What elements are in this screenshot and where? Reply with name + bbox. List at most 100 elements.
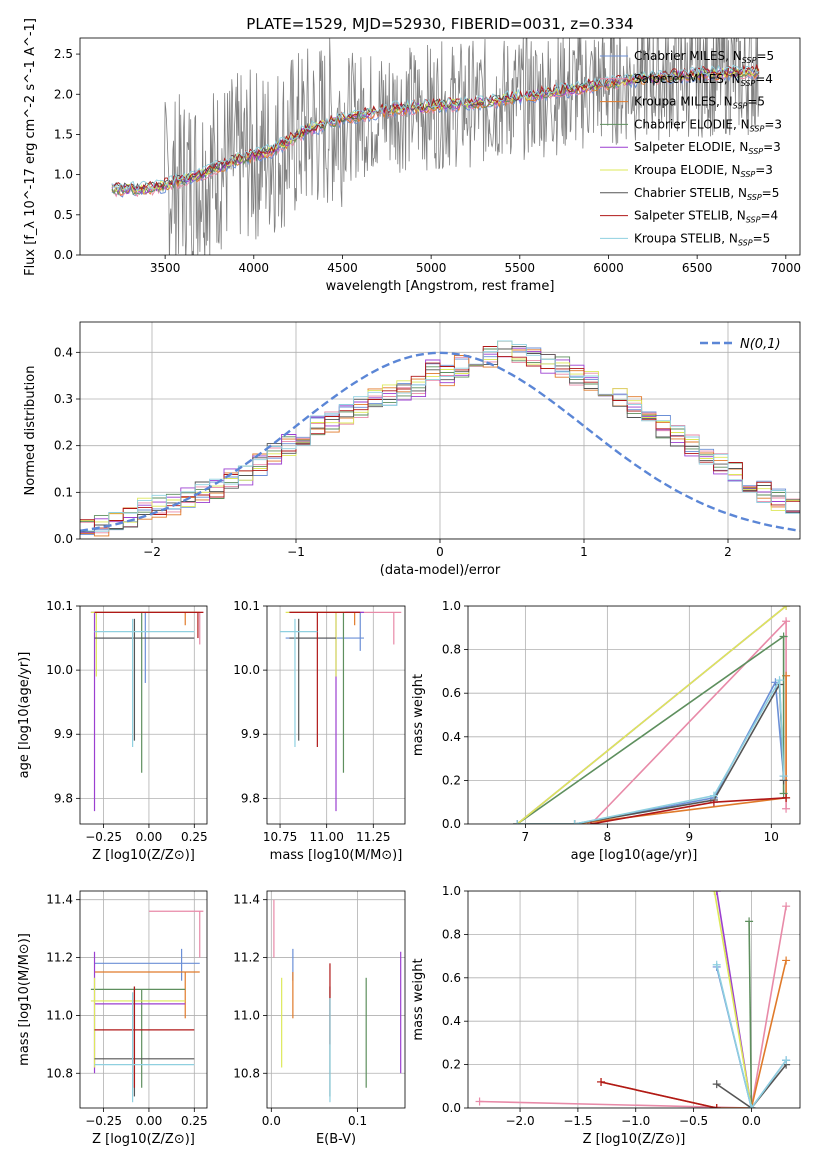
x-tick-label: 0.25 <box>181 830 208 844</box>
axes-frame <box>467 605 801 825</box>
histogram-step <box>80 346 800 529</box>
x-tick-label: −1.0 <box>621 1114 650 1128</box>
legend-label: Salpeter MILES, NSSP=4 <box>634 72 773 88</box>
x-tick-label: −0.25 <box>85 1114 122 1128</box>
y-tick-label: 9.9 <box>241 727 260 741</box>
x-tick-label: 10 <box>764 830 779 844</box>
marker <box>782 1056 791 1065</box>
x-tick-label: 1 <box>580 545 588 559</box>
y-tick-label: 10.0 <box>46 663 73 677</box>
legend-label: Kroupa STELIB, NSSP=5 <box>634 231 770 247</box>
mass-weight-line <box>748 921 753 1108</box>
x-axis-label: (data-model)/error <box>380 563 501 578</box>
model-spectrum-line <box>111 64 760 192</box>
x-tick-label: −0.5 <box>679 1114 708 1128</box>
y-tick-label: 0.1 <box>54 485 73 499</box>
marker <box>712 891 721 895</box>
y-tick-label: 10.1 <box>233 599 260 613</box>
marker <box>782 956 791 965</box>
marker <box>779 632 788 641</box>
y-axis-label: Flux [f_λ 10^-17 erg cm^-2 s^-1 A^-1] <box>23 18 38 276</box>
mass-weight-line <box>517 675 787 824</box>
panel-2: −0.25 0.00 0.25 9.8 9.9 10.0 10.1 Z [log10(Z/Z⊙… <box>17 599 208 863</box>
plot-area <box>267 891 405 1108</box>
x-tick-label: 5000 <box>416 261 447 275</box>
y-tick-label: 11.4 <box>46 893 73 907</box>
marker <box>779 772 788 781</box>
marker <box>710 891 719 895</box>
y-tick-label: 11.0 <box>46 1008 73 1022</box>
histogram-step <box>80 340 800 532</box>
marker <box>712 960 721 969</box>
legend-label: Chabrier MILES, NSSP=5 <box>634 49 774 65</box>
y-tick-label: 0.8 <box>442 927 461 941</box>
mass-weight-line <box>590 619 787 824</box>
x-tick-label: 0.0 <box>262 1114 281 1128</box>
marker <box>709 791 718 800</box>
marker <box>745 917 754 926</box>
x-tick-label: −0.25 <box>85 830 122 844</box>
marker <box>782 617 791 626</box>
panel-6: 0.0 0.1 10.8 11.0 11.2 11.4 E(B-V) <box>233 890 406 1147</box>
y-tick-label: 0.6 <box>442 686 461 700</box>
y-tick-label: 11.0 <box>233 1008 260 1022</box>
y-tick-label: 11.2 <box>46 951 73 965</box>
y-tick-label: 11.2 <box>233 951 260 965</box>
y-tick-label: 0.0 <box>442 1101 461 1115</box>
y-tick-label: 1.0 <box>442 599 461 613</box>
marker <box>570 820 579 824</box>
x-tick-label: 6500 <box>682 261 713 275</box>
normal-curve <box>80 351 800 532</box>
y-tick-label: 10.8 <box>233 1066 260 1080</box>
figure-title: PLATE=1529, MJD=52930, FIBERID=0031, z=0… <box>246 15 633 33</box>
plot-area <box>80 891 207 1108</box>
x-tick-label: −2.0 <box>505 1114 534 1128</box>
mass-weight-line <box>715 964 787 1108</box>
x-tick-label: 2 <box>724 545 732 559</box>
mass-weight-line <box>600 1081 717 1108</box>
axes-frame <box>79 605 208 825</box>
x-tick-label: 7 <box>522 830 530 844</box>
axes-frame <box>467 890 801 1109</box>
histogram-step <box>80 345 800 533</box>
panel-0: 3500 4000 4500 5000 5500 6000 6500 7000 0.0 0.5 1.… <box>23 18 802 294</box>
axes-frame <box>266 605 406 825</box>
legend-label: Salpeter STELIB, NSSP=4 <box>634 209 778 225</box>
x-tick-label: 11.00 <box>309 830 343 844</box>
x-tick-label: 0.00 <box>136 830 163 844</box>
y-axis-label: mass [log10(M/M⊙)] <box>17 933 32 1066</box>
x-tick-label: 11.25 <box>356 830 390 844</box>
plot-layer: 3500 4000 4500 5000 5500 6000 6500 7000 0.0 0.5 1.… <box>17 18 802 1147</box>
mass-weight-line <box>516 606 787 824</box>
y-tick-label: 10.0 <box>233 663 260 677</box>
x-tick-label: 4500 <box>327 261 358 275</box>
x-tick-label: 9 <box>686 830 694 844</box>
x-axis-label: E(B-V) <box>316 1132 356 1147</box>
axes-frame <box>266 890 406 1109</box>
y-axis-label: Normed distribution <box>23 366 38 496</box>
mass-weight-line <box>713 891 753 1108</box>
marker <box>475 1097 484 1106</box>
plot-area <box>111 38 760 255</box>
x-tick-label: 0 <box>436 545 444 559</box>
x-axis-label: wavelength [Angstrom, rest frame] <box>326 279 555 294</box>
legend-label: Kroupa ELODIE, NSSP=3 <box>634 163 773 179</box>
marker <box>782 606 791 610</box>
y-tick-label: 0.4 <box>442 730 461 744</box>
panel-1: −2 −1 0 1 2 0.0 0.1 0.2 0.3 0.4 (data-model)/error… <box>23 321 801 578</box>
legend-label: Chabrier ELODIE, NSSP=3 <box>634 117 782 133</box>
panel-4: 7 8 9 10 0.0 0.2 0.4 0.6 0.8 1.0 age [log10(age/yr… <box>411 599 801 863</box>
y-tick-label: 0.0 <box>54 532 73 546</box>
y-tick-label: 0.2 <box>54 439 73 453</box>
x-tick-label: 7000 <box>771 261 802 275</box>
panel-3: 10.75 11.00 11.25 9.8 9.9 10.0 10.1 mass [log10… <box>233 599 406 863</box>
y-tick-label: 1.0 <box>54 168 73 182</box>
plot-area <box>80 606 207 824</box>
y-axis-label: age [log10(age/yr)] <box>17 652 32 779</box>
y-axis-label: mass weight <box>411 958 426 1040</box>
y-tick-label: 9.9 <box>54 727 73 741</box>
marker <box>597 1077 606 1086</box>
y-tick-label: 0.2 <box>442 773 461 787</box>
mass-weight-line <box>716 1064 787 1108</box>
y-tick-label: 0.8 <box>442 643 461 657</box>
